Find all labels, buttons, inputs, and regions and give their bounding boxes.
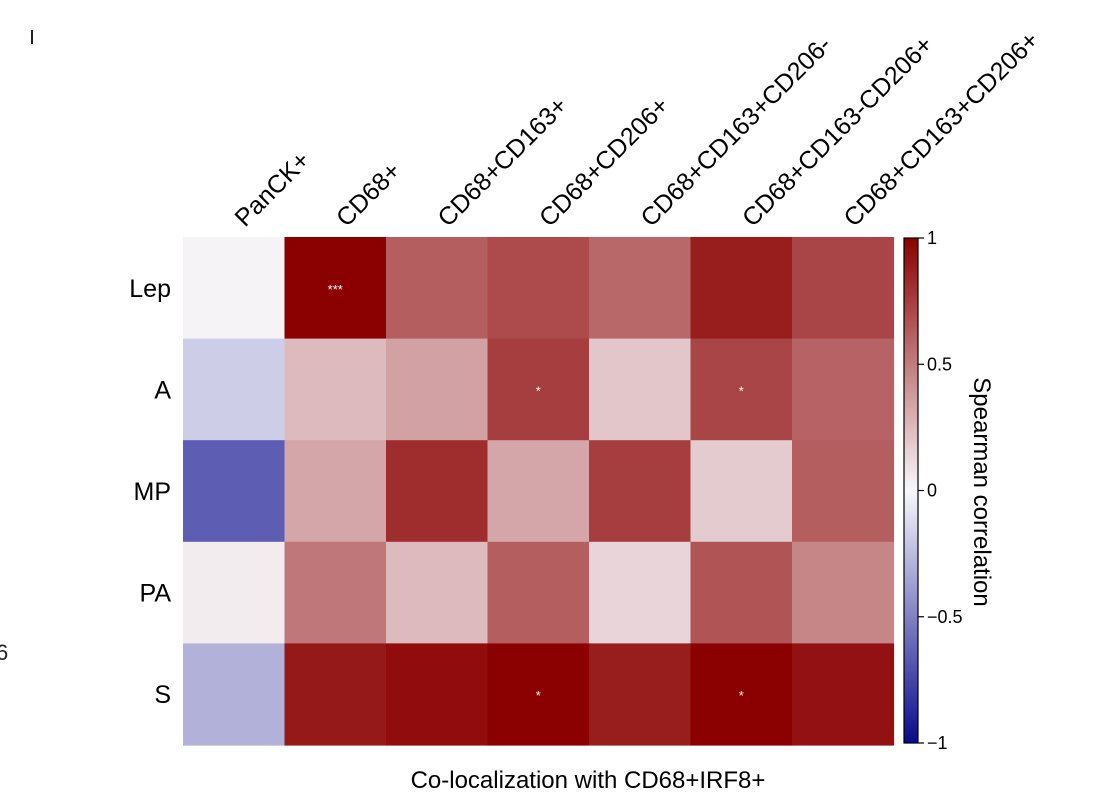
heatmap-cell-MP-0: [183, 440, 286, 543]
row-label: A: [154, 376, 171, 404]
x-axis-title: Co-localization with CD68+IRF8+: [411, 767, 766, 794]
heatmap-cell-PA-3: [487, 541, 590, 644]
heatmap-cell-MP-1: [284, 440, 387, 543]
significance-star: *: [536, 688, 541, 703]
heatmap-cell-MP-6: [792, 440, 895, 543]
row-label: MP: [134, 478, 172, 506]
row-labels: Lep A MP PA S: [129, 275, 171, 709]
heatmap-cell-S-4: [589, 643, 692, 746]
significance-star: ***: [328, 282, 343, 297]
significance-star: *: [739, 383, 744, 398]
heatmap-cell-Lep-0: [183, 237, 286, 340]
colorbar: 1 0.5 0 −0.5 −1: [903, 228, 963, 753]
colorbar-tick-label: 0: [927, 481, 937, 501]
cropped-edge-digit: 6: [0, 640, 9, 665]
colorbar-tick-label: 1: [927, 228, 937, 248]
heatmap-cell-A-6: [792, 338, 895, 441]
heatmap-cell-A-0: [183, 338, 286, 441]
heatmap-cell-MP-3: [487, 440, 590, 543]
colorbar-tick-label: −0.5: [927, 607, 963, 627]
heatmap-cell-PA-5: [690, 541, 793, 644]
column-label: CD68+CD163+CD206+: [838, 26, 1044, 232]
colorbar-tick-label: 0.5: [927, 354, 952, 374]
heatmap-cell-MP-4: [589, 440, 692, 543]
heatmap-cell-PA-2: [386, 541, 489, 644]
heatmap-cell-S-5: [690, 643, 793, 746]
significance-star: *: [536, 383, 541, 398]
row-label: S: [154, 681, 171, 709]
heatmap-cell-Lep-6: [792, 237, 895, 340]
significance-star: *: [739, 688, 744, 703]
heatmap-cell-MP-5: [690, 440, 793, 543]
heatmap-cell-PA-4: [589, 541, 692, 644]
column-label: CD68+: [331, 157, 406, 232]
heatmap-cell-A-2: [386, 338, 489, 441]
heatmap-cell-Lep-1: [284, 237, 387, 340]
heatmap-cell-PA-0: [183, 541, 286, 644]
heatmap-cell-S-3: [487, 643, 590, 746]
heatmap-cell-S-1: [284, 643, 387, 746]
row-label: PA: [140, 580, 172, 608]
row-label: Lep: [129, 275, 171, 303]
colorbar-title: Spearman correlation: [968, 377, 995, 606]
significance-marks: **** ** *: [328, 282, 744, 703]
colorbar-gradient: [903, 237, 919, 744]
column-label: CD68+CD163-CD206+: [737, 31, 939, 233]
heatmap-cell-S-6: [792, 643, 895, 746]
heatmap-cell-Lep-5: [690, 237, 793, 340]
heatmap-cell-A-1: [284, 338, 387, 441]
heatmap-cell-S-2: [386, 643, 489, 746]
heatmap-cells: [183, 237, 895, 746]
column-labels: PanCK+ CD68+ CD68+CD163+CD68+CD206+CD68+CD…: [229, 26, 1044, 232]
heatmap-cell-A-4: [589, 338, 692, 441]
heatmap-cell-Lep-3: [487, 237, 590, 340]
heatmap-cell-Lep-4: [589, 237, 692, 340]
heatmap-cell-A-5: [690, 338, 793, 441]
heatmap-cell-PA-6: [792, 541, 895, 644]
heatmap-cell-S-0: [183, 643, 286, 746]
colorbar-tick-label: −1: [927, 733, 948, 753]
heatmap-cell-PA-1: [284, 541, 387, 644]
heatmap-cell-Lep-2: [386, 237, 489, 340]
column-label: CD68+CD163+CD206-: [635, 31, 837, 233]
column-label: PanCK+: [229, 146, 315, 232]
heatmap-cell-MP-2: [386, 440, 489, 543]
heatmap-cell-A-3: [487, 338, 590, 441]
cropped-edge-mark: [31, 30, 33, 44]
